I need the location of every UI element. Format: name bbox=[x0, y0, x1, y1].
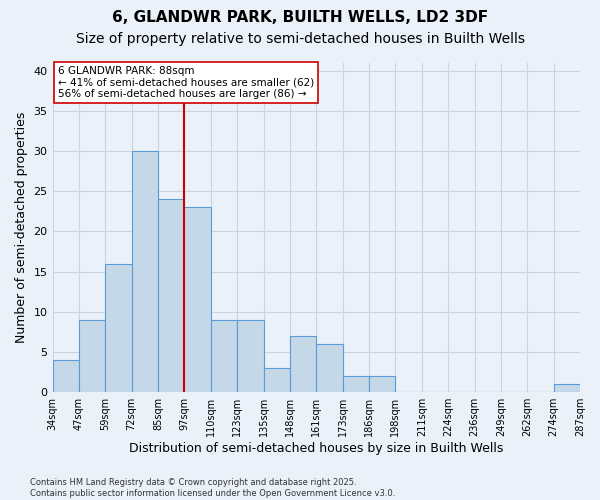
Bar bbox=[554, 384, 580, 392]
Bar bbox=[131, 151, 158, 392]
Bar bbox=[158, 199, 184, 392]
Bar bbox=[184, 207, 211, 392]
Bar bbox=[211, 320, 237, 392]
Bar bbox=[263, 368, 290, 392]
Bar bbox=[369, 376, 395, 392]
Bar bbox=[105, 264, 131, 392]
Y-axis label: Number of semi-detached properties: Number of semi-detached properties bbox=[15, 112, 28, 343]
Bar bbox=[79, 320, 105, 392]
Bar bbox=[316, 344, 343, 392]
Text: Contains HM Land Registry data © Crown copyright and database right 2025.
Contai: Contains HM Land Registry data © Crown c… bbox=[30, 478, 395, 498]
Bar bbox=[237, 320, 263, 392]
Bar bbox=[53, 360, 79, 392]
Bar bbox=[290, 336, 316, 392]
Text: Size of property relative to semi-detached houses in Builth Wells: Size of property relative to semi-detach… bbox=[76, 32, 524, 46]
Bar bbox=[343, 376, 369, 392]
Text: 6 GLANDWR PARK: 88sqm
← 41% of semi-detached houses are smaller (62)
56% of semi: 6 GLANDWR PARK: 88sqm ← 41% of semi-deta… bbox=[58, 66, 314, 99]
Text: 6, GLANDWR PARK, BUILTH WELLS, LD2 3DF: 6, GLANDWR PARK, BUILTH WELLS, LD2 3DF bbox=[112, 10, 488, 25]
X-axis label: Distribution of semi-detached houses by size in Builth Wells: Distribution of semi-detached houses by … bbox=[129, 442, 503, 455]
